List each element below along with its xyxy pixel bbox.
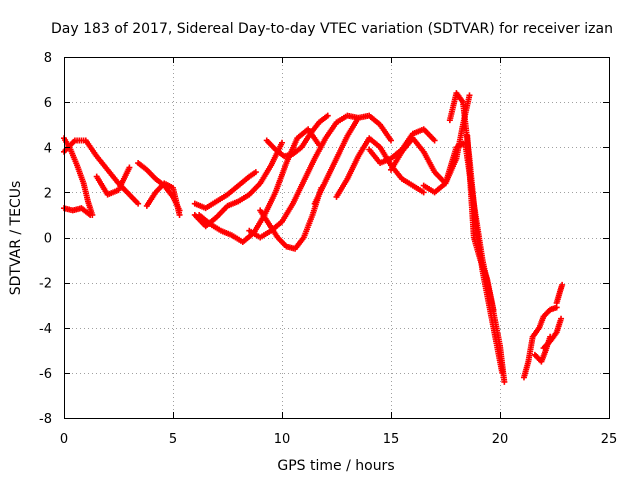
y-tick-label: 8 bbox=[44, 51, 52, 66]
series-arc-13 bbox=[311, 112, 394, 207]
series-arc-3 bbox=[61, 137, 142, 207]
series-arc-20 bbox=[520, 304, 560, 381]
data-point bbox=[420, 189, 427, 196]
series-arc-10 bbox=[263, 112, 331, 160]
y-tick-label: -6 bbox=[39, 367, 52, 382]
data-point bbox=[388, 137, 394, 144]
chart-title: Day 183 of 2017, Sidereal Day-to-day VTE… bbox=[51, 21, 613, 37]
x-axis-label: GPS time / hours bbox=[277, 458, 394, 474]
y-tick-labels: -8 -6 -4 -2 0 2 4 6 8 bbox=[39, 51, 52, 427]
data-point bbox=[501, 378, 508, 385]
x-tick-label: 10 bbox=[274, 432, 291, 447]
axis-ticks bbox=[64, 57, 610, 419]
x-tick-label: 15 bbox=[383, 432, 400, 447]
data-point bbox=[490, 306, 497, 313]
data-point bbox=[431, 137, 438, 144]
y-tick-label: -4 bbox=[39, 322, 52, 337]
data-point bbox=[558, 315, 565, 322]
series-arc-8 bbox=[191, 169, 259, 212]
data-point bbox=[466, 92, 473, 99]
data-point bbox=[324, 112, 331, 119]
x-tick-label: 5 bbox=[169, 432, 177, 447]
data-point bbox=[87, 211, 94, 218]
y-tick-label: 6 bbox=[44, 96, 52, 111]
series-arc-19 bbox=[464, 132, 497, 313]
y-tick-label: -2 bbox=[39, 277, 52, 292]
y-tick-label: -8 bbox=[39, 412, 52, 427]
x-tick-label: 25 bbox=[601, 432, 618, 447]
series-arc-23 bbox=[553, 281, 566, 306]
data-point bbox=[559, 281, 566, 288]
y-tick-label: 4 bbox=[44, 141, 52, 156]
y-axis-label: SDTVAR / TECUs bbox=[8, 181, 24, 296]
data-points bbox=[61, 90, 566, 385]
x-tick-label: 20 bbox=[492, 432, 509, 447]
y-tick-label: 0 bbox=[44, 232, 52, 247]
series-arc-1 bbox=[61, 135, 96, 218]
data-point bbox=[499, 369, 506, 376]
y-tick-label: 2 bbox=[44, 186, 52, 201]
data-point bbox=[279, 139, 285, 146]
data-point bbox=[126, 164, 133, 171]
series-arc-6 bbox=[143, 180, 183, 218]
data-point bbox=[135, 200, 142, 207]
series-arc-18 bbox=[446, 90, 506, 376]
series-arc-4 bbox=[93, 164, 133, 198]
data-point bbox=[252, 169, 259, 176]
data-point bbox=[176, 211, 183, 218]
series-arc-22 bbox=[540, 315, 565, 352]
x-tick-labels: 0 5 10 15 20 25 bbox=[60, 432, 617, 447]
x-tick-label: 0 bbox=[60, 432, 68, 447]
